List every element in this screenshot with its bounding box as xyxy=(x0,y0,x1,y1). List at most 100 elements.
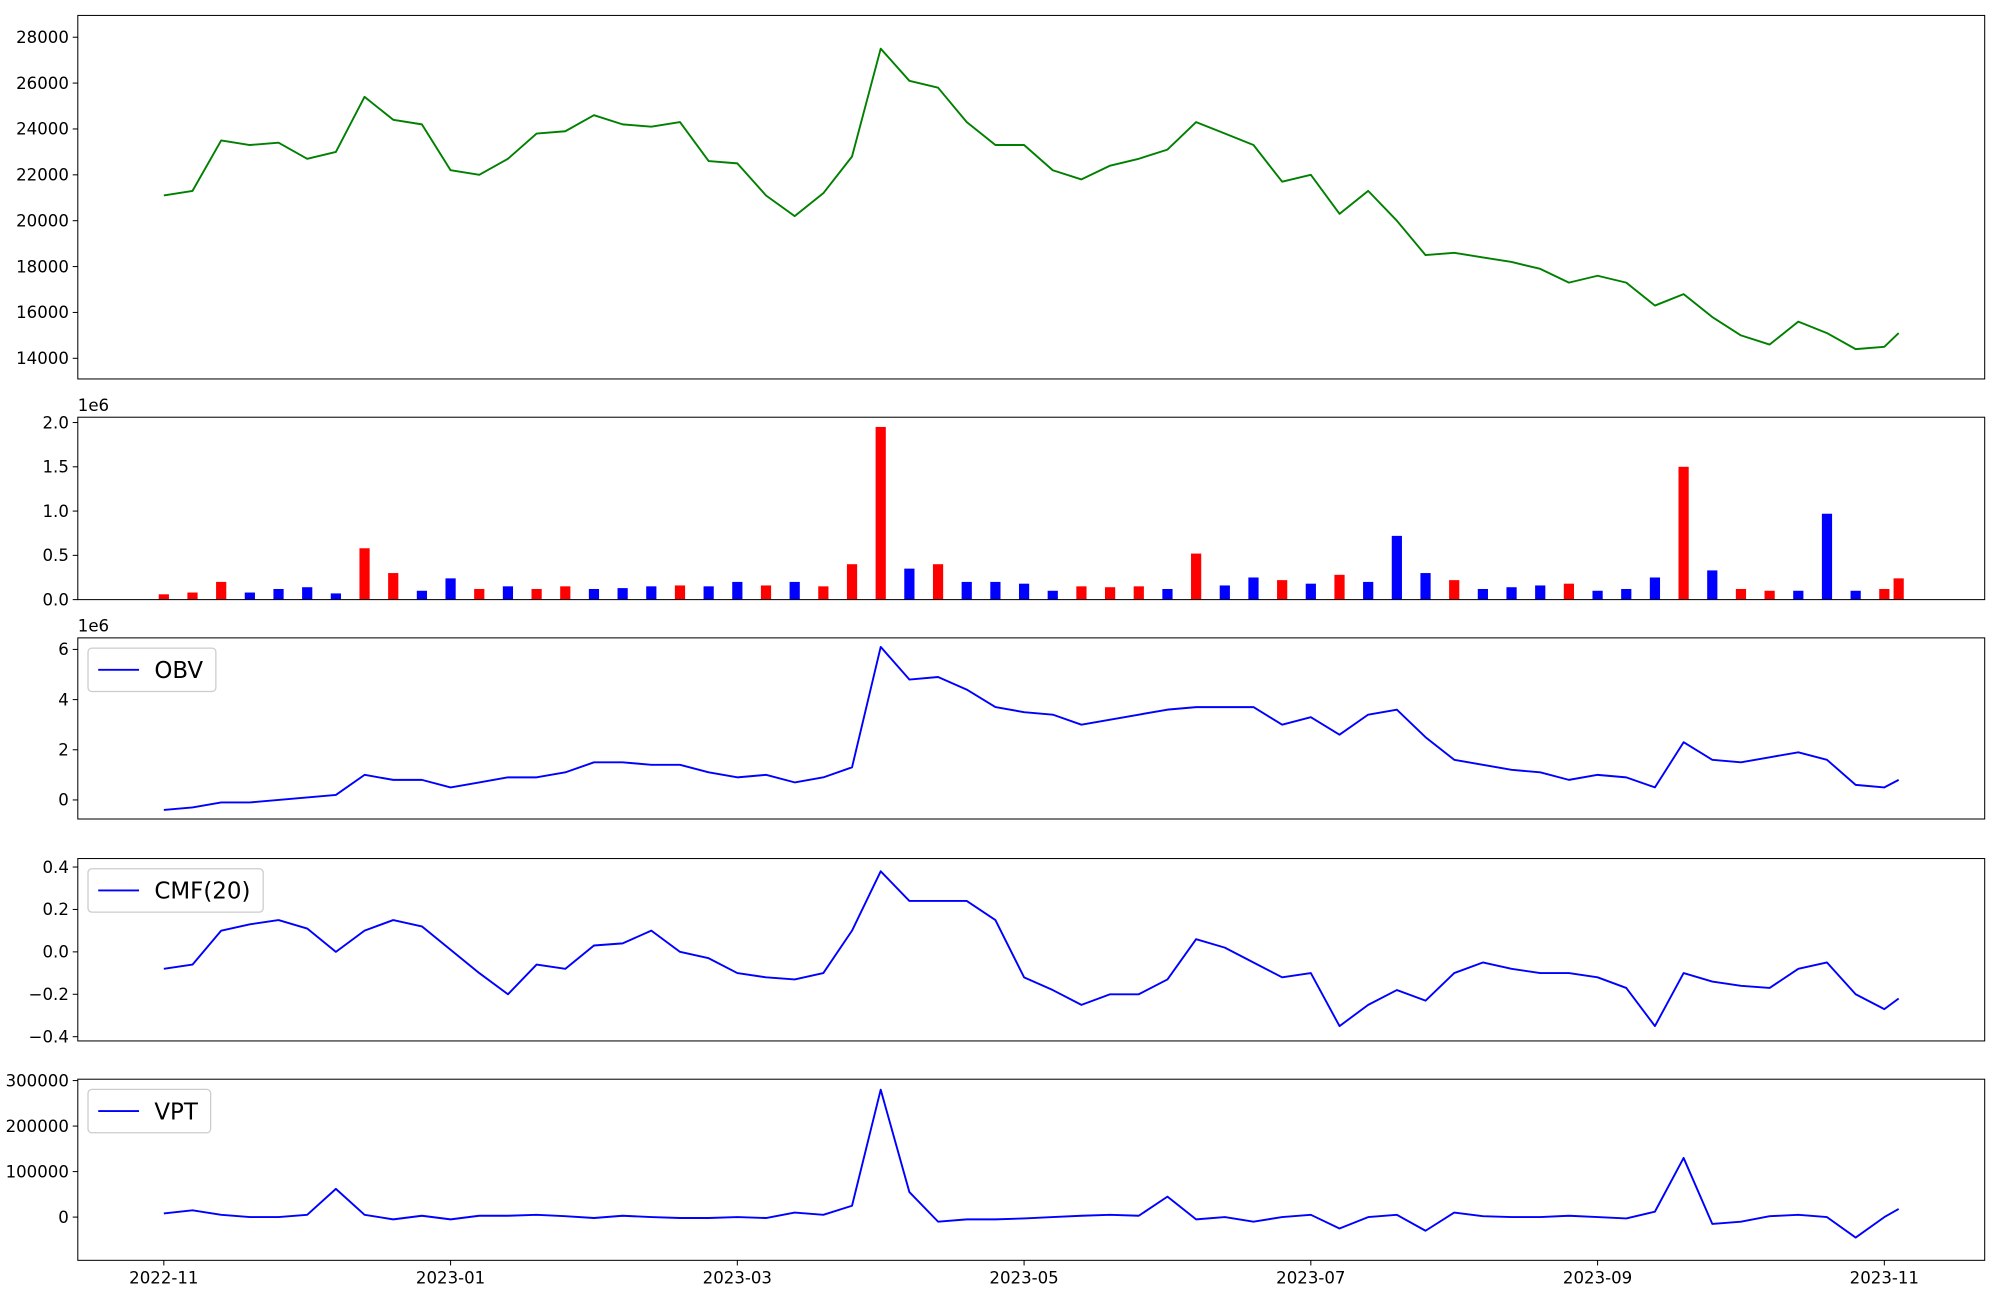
bar xyxy=(1105,587,1116,600)
bar xyxy=(1850,590,1861,600)
bar xyxy=(1535,585,1546,600)
y-tick-label: 0.0 xyxy=(43,943,69,962)
bar xyxy=(1076,586,1087,600)
bar xyxy=(1047,590,1058,600)
bar xyxy=(1893,578,1904,600)
bar xyxy=(1449,580,1460,600)
bar xyxy=(531,588,542,600)
y-tick-label: −0.2 xyxy=(29,985,69,1004)
y-tick-label: 4 xyxy=(58,690,69,709)
y-tick-label: 2.0 xyxy=(43,413,69,432)
x-tick-label: 2023-05 xyxy=(989,1268,1058,1287)
y-tick-label: 0 xyxy=(58,1208,69,1227)
bar xyxy=(760,585,772,600)
bar xyxy=(990,581,1001,600)
y-tick-label: 0.2 xyxy=(43,900,69,919)
bar xyxy=(1707,570,1718,600)
axes-frame xyxy=(77,637,1986,820)
bar xyxy=(1678,466,1689,600)
bar xyxy=(646,586,657,600)
bar xyxy=(588,588,600,600)
bar xyxy=(445,578,456,600)
bar xyxy=(474,588,485,600)
bar xyxy=(1334,574,1345,600)
y-tick-label: 300000 xyxy=(6,1071,69,1090)
y-tick-label: 1.0 xyxy=(43,502,69,521)
bar xyxy=(1133,586,1144,600)
bar xyxy=(1764,590,1775,600)
bar xyxy=(932,564,944,600)
bar xyxy=(1277,580,1288,600)
y-tick-label: 6 xyxy=(58,640,69,659)
bar xyxy=(961,581,972,600)
x-tick-label: 2022-11 xyxy=(129,1268,198,1287)
y-tick-label: 0.5 xyxy=(43,546,69,565)
y-tick-label: 24000 xyxy=(16,120,69,139)
bar xyxy=(244,592,255,600)
bar xyxy=(187,592,198,600)
legend-box xyxy=(87,868,264,913)
y-tick-label: 0.0 xyxy=(43,590,69,609)
axes-frame xyxy=(77,14,1986,380)
x-tick-label: 2023-01 xyxy=(416,1268,485,1287)
bar xyxy=(1248,577,1259,600)
bar xyxy=(1592,590,1603,600)
bar xyxy=(388,573,399,600)
bar xyxy=(1821,513,1833,600)
line xyxy=(163,1088,1900,1239)
bar xyxy=(1621,588,1632,600)
bar xyxy=(1018,583,1030,600)
bar xyxy=(1735,588,1747,600)
y-offset-label: 1e6 xyxy=(78,617,109,636)
bar xyxy=(1219,585,1230,600)
bar xyxy=(1477,588,1488,600)
legend-box xyxy=(87,1088,212,1134)
bar xyxy=(1363,581,1374,600)
y-tick-label: 28000 xyxy=(16,28,69,47)
bar xyxy=(846,564,858,600)
y-tick-label: −0.4 xyxy=(29,1027,69,1046)
line xyxy=(163,870,1900,1028)
bar xyxy=(1391,535,1402,600)
bar xyxy=(1191,553,1202,600)
bar xyxy=(789,581,800,600)
bar xyxy=(1506,587,1517,600)
y-tick-label: 0.4 xyxy=(43,858,69,877)
bar xyxy=(875,426,886,600)
axes-frame xyxy=(77,1078,1986,1261)
bar xyxy=(216,581,227,600)
line xyxy=(163,47,1900,351)
bar xyxy=(1305,583,1316,600)
bar xyxy=(1563,583,1575,600)
bar xyxy=(359,548,370,600)
bar xyxy=(617,588,628,600)
axes-frame xyxy=(77,858,1986,1042)
y-tick-label: 20000 xyxy=(16,211,69,230)
bar xyxy=(302,587,313,600)
x-tick-label: 2023-07 xyxy=(1276,1268,1345,1287)
bar xyxy=(1420,573,1431,600)
bar xyxy=(502,586,514,600)
bar xyxy=(674,585,686,600)
bar xyxy=(1793,590,1804,600)
y-tick-label: 22000 xyxy=(16,166,69,185)
bar xyxy=(273,588,284,600)
bar xyxy=(732,581,743,600)
legend-box xyxy=(87,647,217,693)
bar xyxy=(158,594,169,600)
x-tick-label: 2023-03 xyxy=(703,1268,772,1287)
bar xyxy=(818,586,829,600)
y-tick-label: 18000 xyxy=(16,257,69,276)
y-tick-label: 1.5 xyxy=(43,458,69,477)
y-tick-label: 0 xyxy=(58,791,69,810)
x-tick-label: 2023-11 xyxy=(1850,1268,1919,1287)
bar xyxy=(560,586,571,600)
y-tick-label: 16000 xyxy=(16,303,69,322)
line xyxy=(163,645,1900,811)
bar xyxy=(1879,588,1890,600)
bar xyxy=(904,568,915,600)
y-tick-label: 26000 xyxy=(16,74,69,93)
y-tick-label: 2 xyxy=(58,741,69,760)
